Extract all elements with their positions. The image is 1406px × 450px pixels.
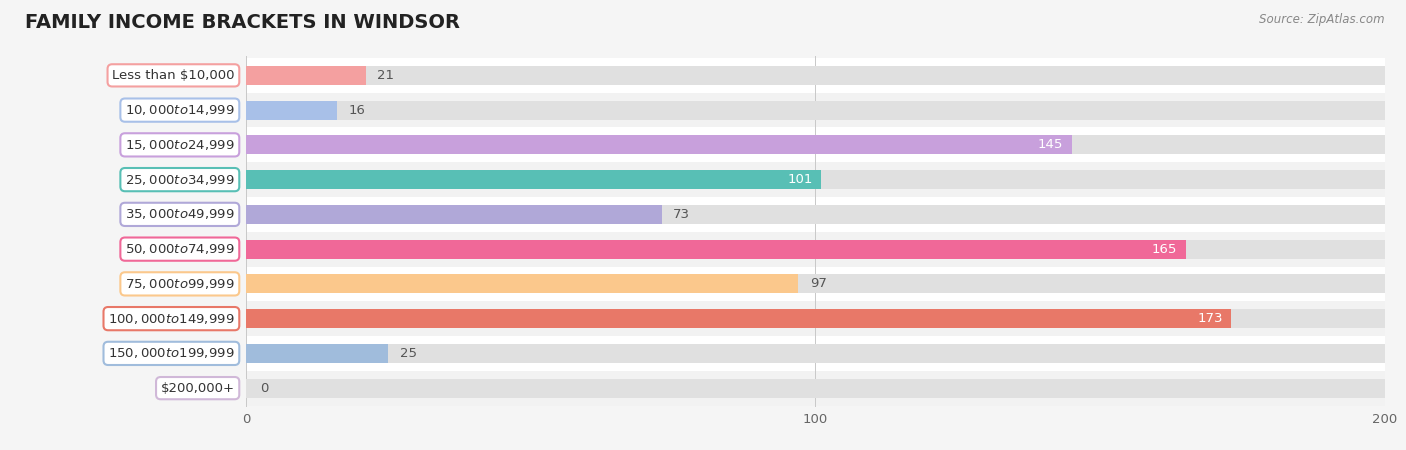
Bar: [246, 197, 1385, 232]
Text: 165: 165: [1152, 243, 1177, 256]
Text: 97: 97: [810, 277, 827, 290]
Bar: [246, 66, 1385, 85]
Bar: [246, 205, 1385, 224]
Bar: [246, 135, 1071, 154]
Bar: [246, 170, 821, 189]
Bar: [246, 344, 388, 363]
Text: Source: ZipAtlas.com: Source: ZipAtlas.com: [1260, 14, 1385, 27]
Text: $50,000 to $74,999: $50,000 to $74,999: [125, 242, 235, 256]
Bar: [246, 66, 366, 85]
Bar: [246, 266, 1385, 301]
Bar: [246, 274, 799, 293]
Text: 21: 21: [377, 69, 394, 82]
Bar: [246, 205, 662, 224]
Text: 145: 145: [1038, 138, 1063, 151]
Text: $25,000 to $34,999: $25,000 to $34,999: [125, 173, 235, 187]
Text: $75,000 to $99,999: $75,000 to $99,999: [125, 277, 235, 291]
Bar: [246, 274, 1385, 293]
Text: $150,000 to $199,999: $150,000 to $199,999: [108, 346, 235, 360]
Text: 101: 101: [787, 173, 813, 186]
Bar: [246, 301, 1385, 336]
Text: FAMILY INCOME BRACKETS IN WINDSOR: FAMILY INCOME BRACKETS IN WINDSOR: [24, 14, 460, 32]
Bar: [246, 344, 1385, 363]
Bar: [246, 162, 1385, 197]
Text: 173: 173: [1197, 312, 1223, 325]
Bar: [246, 135, 1385, 154]
Bar: [246, 371, 1385, 405]
Bar: [246, 127, 1385, 162]
Text: 25: 25: [399, 347, 416, 360]
Text: Less than $10,000: Less than $10,000: [112, 69, 235, 82]
Text: $100,000 to $149,999: $100,000 to $149,999: [108, 312, 235, 326]
Bar: [246, 239, 1185, 259]
Bar: [246, 93, 1385, 127]
Text: $200,000+: $200,000+: [160, 382, 235, 395]
Text: $10,000 to $14,999: $10,000 to $14,999: [125, 103, 235, 117]
Text: $15,000 to $24,999: $15,000 to $24,999: [125, 138, 235, 152]
Text: 0: 0: [260, 382, 269, 395]
Text: $35,000 to $49,999: $35,000 to $49,999: [125, 207, 235, 221]
Bar: [246, 58, 1385, 93]
Bar: [246, 336, 1385, 371]
Bar: [246, 378, 1385, 398]
Bar: [246, 239, 1385, 259]
Bar: [246, 100, 337, 120]
Bar: [246, 309, 1385, 328]
Bar: [246, 100, 1385, 120]
Text: 73: 73: [673, 208, 690, 221]
Bar: [246, 170, 1385, 189]
Bar: [246, 309, 1232, 328]
Bar: [246, 232, 1385, 266]
Text: 16: 16: [349, 104, 366, 117]
